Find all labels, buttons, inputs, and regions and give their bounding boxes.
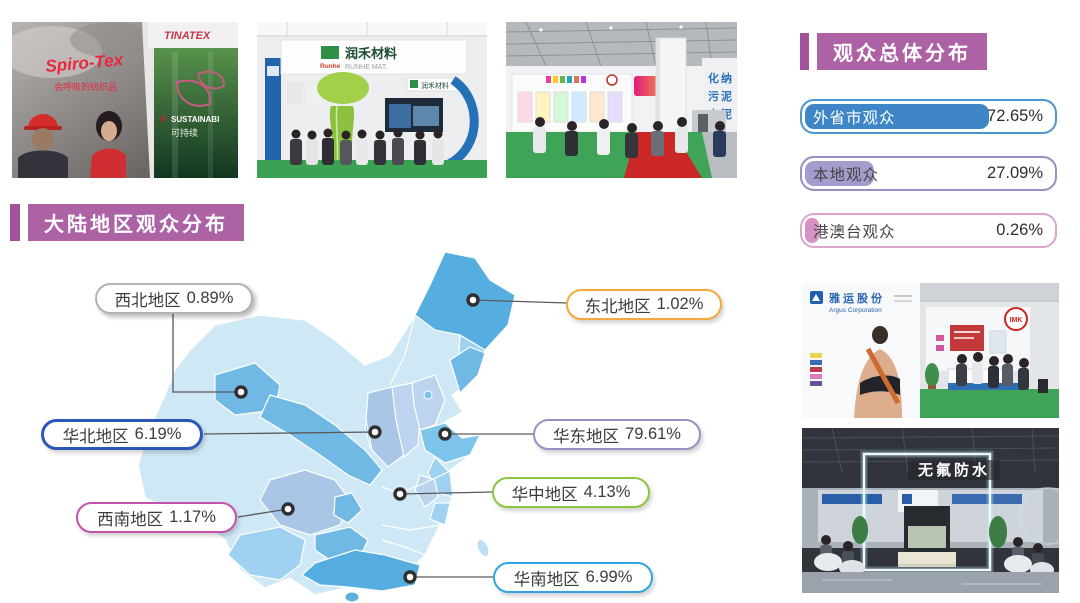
tinatex-logo-text: TINATEX [164,30,211,42]
photo-spirotex-illustration: TINATEX ✳ SUSTAINABI 可持续 Spiro-Tex 会呼吸的纺… [12,22,238,178]
waterproof-banner-text: 无氟防水 [917,461,990,479]
mainland-title-text: 大陆地区观众分布 [28,204,244,241]
sustain-mark-icon: ✳ [158,112,168,126]
wall-text-1: 化纳 [708,71,734,85]
photo-booth-waterproof: 无氟防水 [802,428,1059,593]
runhe-name-cn: 润禾材料 [345,46,397,61]
statbar-label: 本地观众 [813,166,880,184]
photo-booth-runhe: Runhe 润禾材料 RUNHE MAT. 润禾材料 [257,22,487,178]
sustain-cn-text: 可持续 [171,127,198,138]
statbar-label: 港澳台观众 [813,223,896,241]
region-pill-central: 华中地区 4.13% [492,477,650,508]
runhe-logo [321,46,339,59]
poster-wall [517,91,623,123]
photo-argus-illustration: 雅运股份 Argus Corporation IMK [802,283,1059,418]
statbar-fill [805,218,819,243]
region-label: 东北地区 [584,297,651,316]
worker-figure [18,114,68,178]
map-dot-central [393,487,407,501]
sustain-text: SUSTAINABI [171,115,219,124]
seating-groups [814,535,1054,578]
crowd-silhouettes [290,128,444,165]
runhe-small-sign: 润禾材料 [421,81,449,90]
map-dot-northeast [466,293,480,307]
statbar-local: 本地观众 27.09% [800,156,1057,191]
region-value: 4.13% [583,483,631,501]
overall-section-title: 观众总体分布 [800,33,987,70]
statbar-value: 27.09% [987,164,1043,182]
region-label: 华中地区 [511,485,578,504]
photo-runhe-illustration: Runhe 润禾材料 RUNHE MAT. 润禾材料 [257,22,487,178]
leaf-sketch-icon [175,70,225,107]
map-dot-south [403,570,417,584]
statbar-label: 外省市观众 [813,109,896,127]
color-swatches [810,353,822,386]
wall-text-2: 污泥 [708,89,734,103]
argus-name-en: Argus Corporation [829,307,882,314]
region-label: 华北地区 [62,427,129,446]
overall-title-text: 观众总体分布 [817,33,987,70]
photo-hall-illustration: 化纳 污泥 水泥 [506,22,737,178]
title-accent-bar [800,33,809,70]
region-label: 西北地区 [114,291,181,310]
region-value: 0.89% [186,289,234,307]
statbar-value: 0.26% [996,221,1043,239]
woman-figure [90,111,126,178]
red-circle-logo [606,74,618,86]
poster-model [854,326,902,418]
spirotex-subline: 会呼吸的纺织品 [54,81,117,92]
map-dot-east [438,427,452,441]
region-pill-east: 华东地区 79.61% [533,419,701,450]
colorful-banner [546,76,586,83]
region-value: 6.19% [134,425,182,443]
statbar-out-of-province: 外省市观众 72.65% [800,99,1057,134]
runhe-name-en: RUNHE MAT. [345,64,387,71]
blue-swoosh [446,76,479,168]
region-pill-southwest: 西南地区 1.17% [76,502,237,533]
title-accent-bar [10,204,20,241]
region-pill-north: 华北地区 6.19% [41,419,203,450]
photo-booth-spirotex: TINATEX ✳ SUSTAINABI 可持续 Spiro-Tex 会呼吸的纺… [12,22,238,178]
display-case [898,506,956,567]
region-value: 79.61% [625,425,681,443]
region-value: 6.99% [585,568,633,586]
region-pill-northwest: 西北地区 0.89% [95,283,253,314]
map-dot-northwest [234,385,248,399]
statbar-value: 72.65% [987,107,1043,125]
map-dot-north [368,425,382,439]
region-label: 西南地区 [97,510,164,529]
region-pill-northeast: 东北地区 1.02% [566,289,722,320]
visitor-silhouettes [956,352,1029,390]
statbar-fill [805,161,874,186]
hainan-island [344,591,360,603]
argus-name-cn: 雅运股份 [829,291,885,305]
photo-waterproof-illustration: 无氟防水 [802,428,1059,593]
photo-booth-argus: 雅运股份 Argus Corporation IMK [802,283,1059,418]
mainland-section-title: 大陆地区观众分布 [10,204,244,241]
glowing-gate [862,452,992,572]
taiwan-island [476,539,490,557]
region-value: 1.17% [169,508,216,526]
imk-logo [1004,307,1028,331]
region-label: 华东地区 [553,427,620,446]
imk-logo-text: IMK [1010,317,1023,324]
runhe-logo-text: Runhe [320,63,341,70]
photo-exhibition-hall: 化纳 污泥 水泥 [506,22,737,178]
visitor-silhouettes [533,117,726,158]
statbar-hk-macau-taiwan: 港澳台观众 0.26% [800,213,1057,248]
region-value: 1.02% [656,295,704,313]
statbar-fill [805,104,989,129]
map-dot-southwest [281,502,295,516]
callout-connectors [172,293,568,584]
region-label: 华南地区 [513,570,580,589]
region-pill-south: 华南地区 6.99% [493,562,653,593]
